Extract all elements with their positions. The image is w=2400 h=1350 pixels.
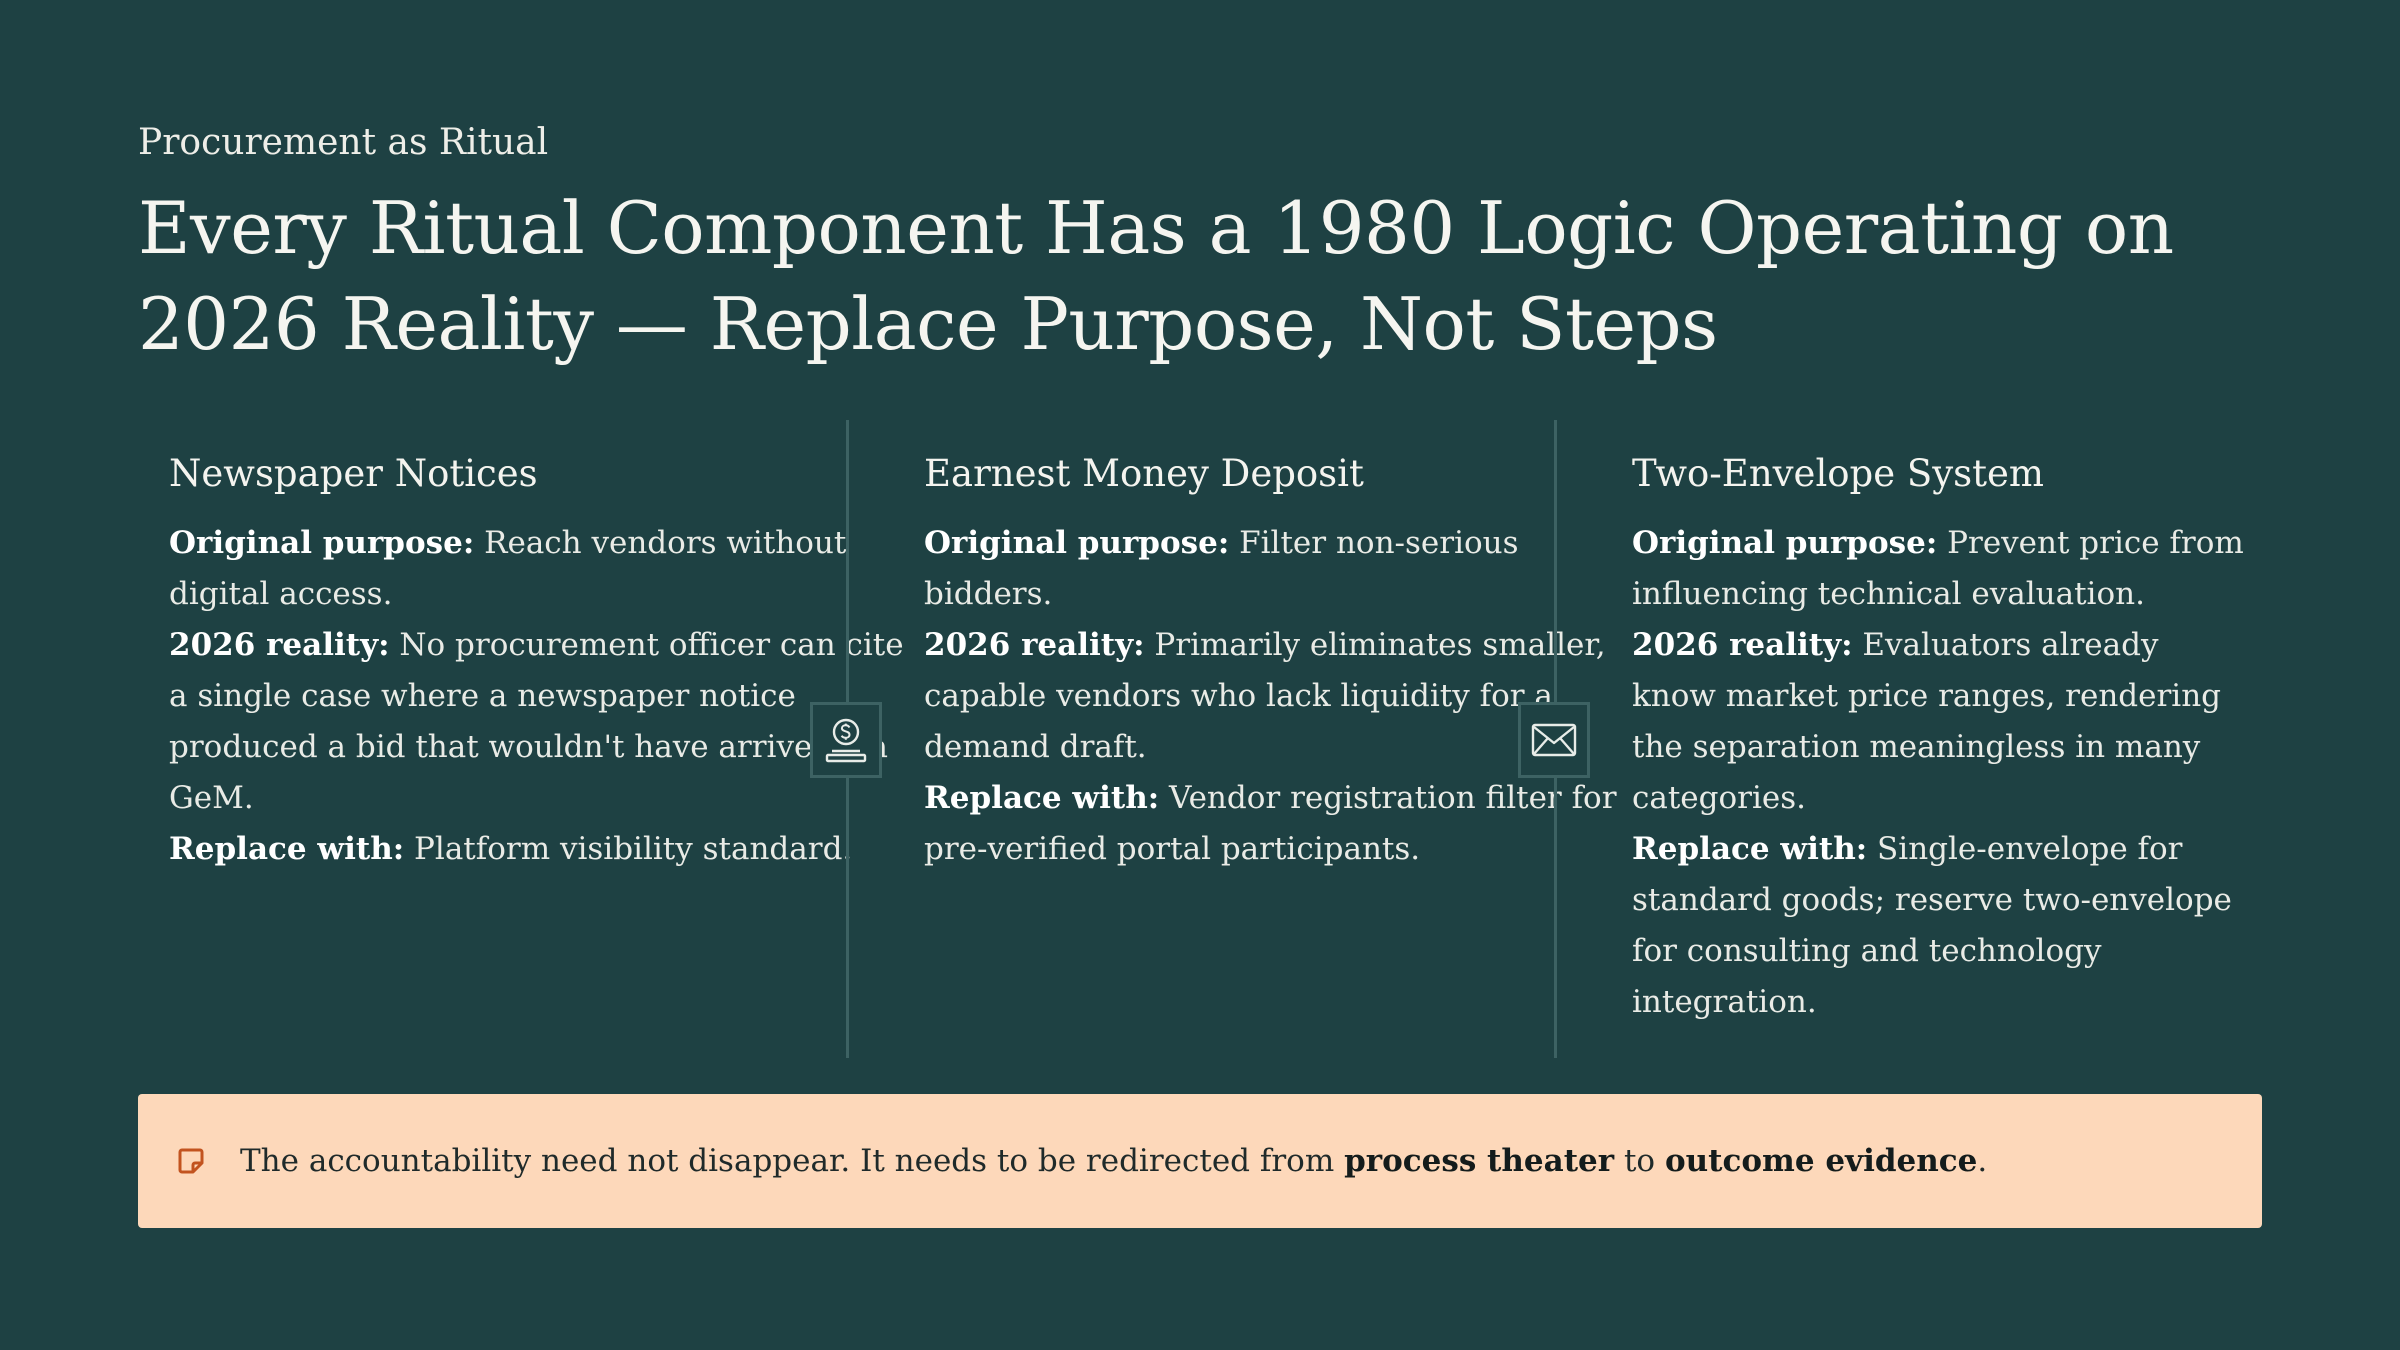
purpose-label: Original purpose: [1632, 525, 1938, 561]
replace-label: Replace with: [169, 831, 405, 867]
column-newspaper-notices: Newspaper Notices Original purpose: Reac… [169, 420, 909, 875]
money-deposit-icon [810, 702, 882, 778]
column-heading: Earnest Money Deposit [924, 452, 1364, 495]
column-body: Original purpose: Reach vendors without … [169, 518, 909, 875]
reality-text: No procurement officer can cite a single… [169, 627, 904, 816]
purpose-label: Original purpose: [924, 525, 1230, 561]
callout-text: The accountability need not disappear. I… [240, 1139, 1987, 1183]
note-icon [174, 1144, 208, 1178]
callout-banner: The accountability need not disappear. I… [138, 1094, 2262, 1228]
replace-text: Single-envelope for standard goods; rese… [1632, 831, 2232, 1020]
purpose-label: Original purpose: [169, 525, 475, 561]
envelope-icon [1518, 702, 1590, 778]
purpose-text: Reach vendors without digital access. [169, 525, 847, 612]
replace-label: Replace with: [1632, 831, 1868, 867]
column-body: Original purpose: Prevent price from inf… [1632, 518, 2252, 1028]
column-earnest-money-deposit: Earnest Money Deposit Original purpose: … [924, 420, 1624, 875]
replace-label: Replace with: [924, 780, 1160, 816]
eyebrow-label: Procurement as Ritual [138, 122, 549, 163]
reality-label: 2026 reality: [1632, 627, 1853, 663]
reality-label: 2026 reality: [169, 627, 390, 663]
column-two-envelope-system: Two-Envelope System Original purpose: Pr… [1632, 420, 2252, 1028]
replace-text: Vendor registration filter for pre-verif… [924, 780, 1617, 867]
comparison-columns: Newspaper Notices Original purpose: Reac… [138, 420, 2262, 1060]
reality-text: Evaluators already know market price ran… [1632, 627, 2222, 816]
callout-emphasis-outcome-evidence: outcome evidence [1664, 1143, 1978, 1179]
replace-text: Platform visibility standard. [404, 831, 853, 867]
callout-emphasis-process-theater: process theater [1344, 1143, 1615, 1179]
purpose-text: Filter non-serious bidders. [924, 525, 1519, 612]
purpose-text: Prevent price from influencing technical… [1632, 525, 2244, 612]
callout-text-after: . [1977, 1143, 1988, 1179]
column-heading: Newspaper Notices [169, 452, 538, 495]
callout-text-middle: to [1614, 1143, 1665, 1179]
reality-label: 2026 reality: [924, 627, 1145, 663]
page-title: Every Ritual Component Has a 1980 Logic … [138, 186, 2174, 366]
column-heading: Two-Envelope System [1632, 452, 2044, 495]
callout-text-before: The accountability need not disappear. I… [240, 1143, 1345, 1179]
slide: Procurement as Ritual Every Ritual Compo… [138, 0, 2262, 1350]
reality-text: Primarily eliminates smaller, capable ve… [924, 627, 1606, 765]
column-body: Original purpose: Filter non-serious bid… [924, 518, 1624, 875]
